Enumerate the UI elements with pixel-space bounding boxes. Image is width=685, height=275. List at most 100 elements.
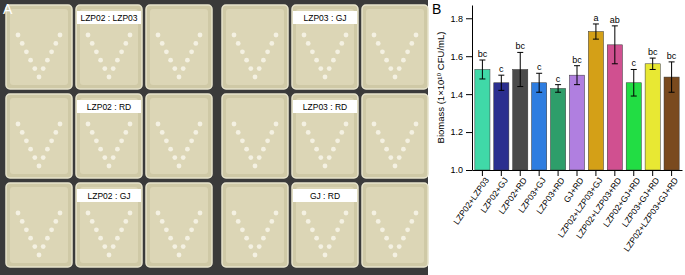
error-bar — [498, 75, 504, 90]
colony — [49, 138, 54, 143]
bar — [607, 45, 622, 170]
error-bar-stem — [577, 66, 578, 85]
error-bar — [631, 69, 637, 96]
colony — [236, 41, 241, 46]
colony — [240, 138, 245, 143]
colony — [94, 49, 99, 54]
error-bar — [669, 62, 675, 92]
x-tick-label: LZP03+RD — [534, 176, 566, 216]
agar — [296, 9, 354, 85]
plate — [292, 5, 358, 89]
colony — [331, 58, 336, 63]
colony — [168, 58, 173, 63]
colony — [269, 219, 274, 224]
error-bar-cap — [650, 69, 656, 70]
agar — [366, 187, 424, 263]
colony — [257, 155, 262, 160]
significance-label: bc — [648, 47, 658, 57]
colony — [257, 66, 262, 71]
colony — [269, 130, 274, 135]
colony — [20, 41, 25, 46]
colony — [405, 49, 410, 54]
colony — [344, 122, 349, 127]
panel-a: LZP02 : LZP03LZP03 : GJLZP02 : RDLZP03 :… — [0, 0, 428, 275]
bar — [569, 75, 584, 170]
y-axis: 1.01.21.41.61.8 — [450, 6, 472, 176]
colony — [164, 138, 169, 143]
photo-background — [0, 0, 428, 275]
colony — [123, 130, 128, 135]
error-bar-cap — [612, 63, 618, 64]
plate — [292, 94, 358, 178]
colony — [232, 211, 237, 216]
colony — [327, 66, 332, 71]
figure: LZP02 : LZP03LZP03 : GJLZP02 : RDLZP03 :… — [0, 0, 685, 275]
error-bar-stem — [558, 85, 559, 93]
error-bar-cap — [555, 84, 561, 85]
error-bar-cap — [536, 73, 542, 74]
colony — [232, 33, 237, 38]
colony — [405, 227, 410, 232]
colony — [172, 155, 177, 160]
y-tick-label: 1.6 — [450, 52, 463, 62]
colony — [20, 130, 25, 135]
colony — [119, 227, 124, 232]
colony — [94, 138, 99, 143]
label-box — [77, 11, 141, 24]
y-tick-label: 1.2 — [450, 127, 463, 137]
colony — [181, 244, 186, 249]
colony — [261, 58, 266, 63]
colony — [393, 75, 398, 80]
error-bar — [593, 24, 599, 39]
colony — [94, 227, 99, 232]
agar — [10, 9, 68, 85]
plate — [6, 183, 72, 267]
colony — [306, 130, 311, 135]
colony — [156, 211, 161, 216]
y-tick: 1.6 — [450, 52, 472, 62]
colony — [189, 49, 194, 54]
colony — [232, 122, 237, 127]
colony — [49, 227, 54, 232]
colony — [111, 244, 116, 249]
colony — [177, 164, 182, 169]
colony — [156, 122, 161, 127]
label-box — [293, 189, 357, 202]
significance-label: bc — [515, 41, 525, 51]
error-bar-cap — [555, 92, 561, 93]
colony — [344, 33, 349, 38]
error-bar-stem — [520, 52, 521, 86]
colony — [380, 227, 385, 232]
colony — [261, 147, 266, 152]
colony — [397, 66, 402, 71]
colony — [414, 211, 419, 216]
plate — [146, 183, 212, 267]
colony — [58, 33, 63, 38]
colony — [37, 164, 42, 169]
colony — [107, 75, 112, 80]
error-bar-cap — [498, 90, 504, 91]
error-bar-cap — [574, 84, 580, 85]
y-tick: 1.2 — [450, 127, 472, 137]
colony — [388, 66, 393, 71]
colony — [193, 130, 198, 135]
colony — [16, 33, 21, 38]
plate — [362, 183, 428, 267]
colony — [393, 164, 398, 169]
plate-label: LZP02 : LZP03 — [80, 13, 137, 23]
error-bar — [574, 66, 580, 85]
plate — [362, 94, 428, 178]
colony — [24, 49, 29, 54]
colony — [323, 75, 328, 80]
colony — [115, 58, 120, 63]
colony — [409, 219, 414, 224]
colony — [236, 219, 241, 224]
error-bar-cap — [593, 39, 599, 40]
colony — [41, 66, 46, 71]
error-bar-stem — [595, 24, 596, 39]
colony — [32, 66, 37, 71]
colony — [53, 219, 58, 224]
colony — [28, 58, 33, 63]
colony — [380, 49, 385, 54]
colony — [323, 253, 328, 258]
